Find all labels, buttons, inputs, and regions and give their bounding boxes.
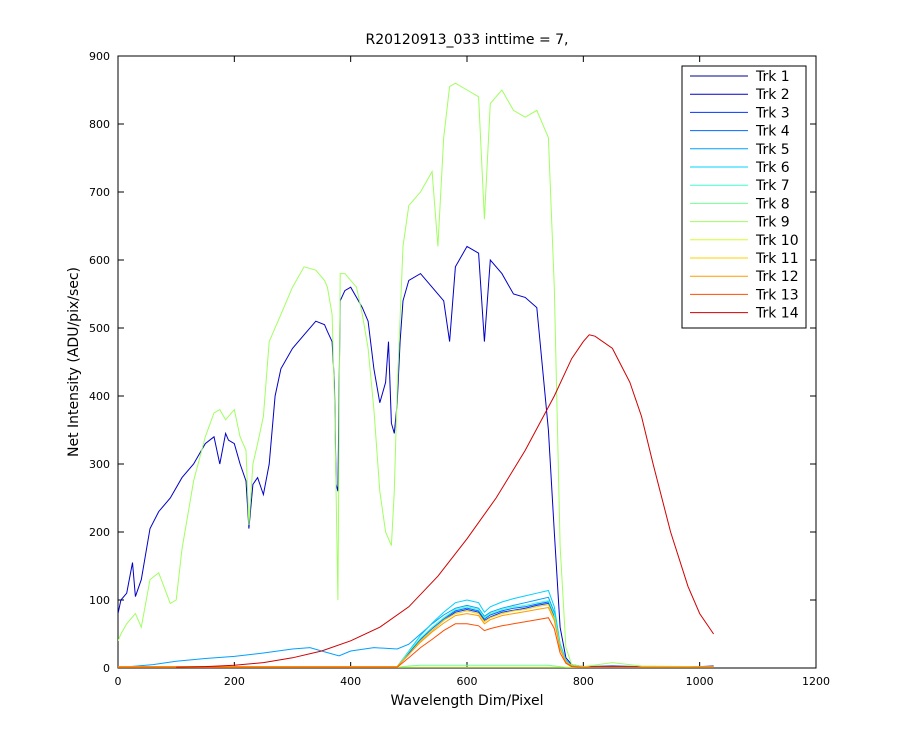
series-line-trk-6 bbox=[118, 589, 714, 668]
x-axis-title: Wavelength Dim/Pixel bbox=[391, 693, 544, 709]
y-tick-label: 200 bbox=[89, 526, 110, 539]
x-tick-label: 1000 bbox=[686, 675, 714, 688]
y-tick-label: 600 bbox=[89, 254, 110, 267]
legend-label: Trk 6 bbox=[755, 160, 790, 176]
y-tick-label: 500 bbox=[89, 322, 110, 335]
series-line-trk-9 bbox=[118, 82, 714, 668]
series-line-trk-5 bbox=[118, 596, 714, 668]
legend-label: Trk 2 bbox=[755, 87, 790, 103]
x-tick-label: 800 bbox=[573, 675, 594, 688]
x-tick-label: 1200 bbox=[802, 675, 830, 688]
series-line-trk-12 bbox=[118, 606, 714, 668]
series-lines bbox=[118, 82, 715, 668]
series-line-trk-14 bbox=[176, 334, 715, 668]
x-axis-tick-labels: 0 200 400 600 800 1000 1200 bbox=[115, 675, 831, 688]
y-tick-label: 900 bbox=[89, 50, 110, 63]
legend-label: Trk 8 bbox=[755, 196, 790, 212]
series-line-trk-13 bbox=[118, 617, 714, 668]
x-tick-label: 200 bbox=[224, 675, 245, 688]
series-line-trk-7 bbox=[118, 600, 714, 668]
legend-label: Trk 1 bbox=[755, 69, 790, 85]
legend-label: Trk 3 bbox=[755, 105, 790, 121]
series-line-trk-2 bbox=[118, 245, 714, 668]
legend-label: Trk 4 bbox=[755, 124, 790, 140]
y-tick-label: 100 bbox=[89, 594, 110, 607]
chart-title: R20120913_033 inttime = 7, bbox=[365, 32, 568, 48]
y-axis-tick-labels: 0 100 200 300 400 500 600 700 800 900 bbox=[89, 50, 110, 675]
legend-label: Trk 5 bbox=[755, 142, 790, 158]
y-tick-label: 0 bbox=[103, 662, 110, 675]
legend-label: Trk 7 bbox=[755, 178, 790, 194]
legend-label: Trk 12 bbox=[755, 269, 799, 285]
y-tick-label: 300 bbox=[89, 458, 110, 471]
y-tick-label: 700 bbox=[89, 186, 110, 199]
y-tick-label: 400 bbox=[89, 390, 110, 403]
legend-box bbox=[681, 65, 807, 329]
legend-label: Trk 11 bbox=[755, 251, 799, 267]
x-tick-label: 400 bbox=[340, 675, 361, 688]
legend-label: Trk 9 bbox=[755, 215, 790, 231]
legend: Trk 1 Trk 2 Trk 3 Trk 4 Trk 5 Trk 6 Trk 7 Trk 8… bbox=[681, 65, 807, 329]
y-axis-title: Net Intensity (ADU/pix/sec) bbox=[66, 267, 82, 457]
x-tick-label: 600 bbox=[457, 675, 478, 688]
x-tick-label: 0 bbox=[115, 675, 122, 688]
y-tick-label: 800 bbox=[89, 118, 110, 131]
legend-label: Trk 14 bbox=[755, 306, 799, 322]
legend-label: Trk 10 bbox=[755, 233, 799, 249]
legend-label: Trk 13 bbox=[755, 287, 799, 303]
